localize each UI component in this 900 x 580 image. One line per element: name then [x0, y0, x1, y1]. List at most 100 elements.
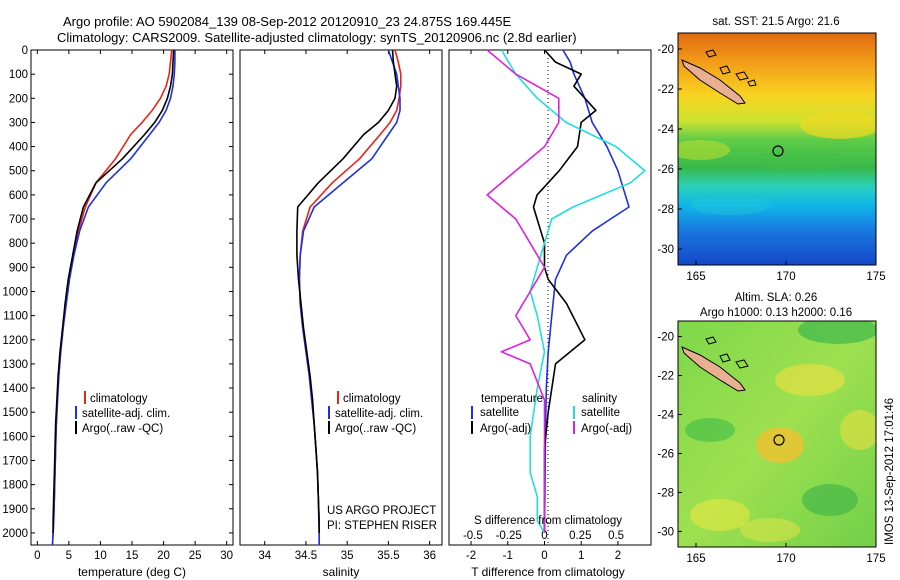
- salinity-xlabel: salinity: [323, 565, 360, 579]
- legend-satellite: satellite-adj. clim.: [335, 408, 423, 420]
- header-line1: Argo profile: AO 5902084_139 08-Sep-2012…: [63, 14, 511, 29]
- y-tick-label: 300: [9, 117, 28, 129]
- lon-tick-label: 165: [686, 553, 705, 565]
- temperature-x-ticks: 0 5 10 15 20 25 30: [34, 50, 233, 562]
- lat-tick-label: -26: [657, 164, 674, 176]
- salinity-x-ticks: 34 34.5 35 35.5 36: [258, 50, 436, 562]
- sla-map-subtitle: Argo h1000: 0.13 h2000: 0.16: [700, 307, 852, 319]
- x-tick-label: 35.5: [377, 550, 399, 562]
- x-tick-label: 30: [220, 550, 233, 562]
- y-tick-label: 600: [9, 190, 28, 202]
- s-tick-label: -0.25: [496, 530, 522, 542]
- x-tick-label: 0: [541, 550, 547, 562]
- y-tick-label: 400: [9, 142, 28, 154]
- sla-map-y-ticks: -20 -22 -24 -26 -28 -30: [657, 332, 682, 538]
- difference-xlabel-temperature: T difference from climatology: [471, 565, 625, 579]
- x-tick-label: 35: [341, 550, 354, 562]
- x-tick-label: 2: [615, 550, 621, 562]
- island-outline: [735, 71, 749, 81]
- argo-adj-temperature-line: [532, 49, 597, 533]
- lat-tick-label: -28: [657, 487, 674, 499]
- sla-map-x-ticks: 165 170 175: [686, 543, 886, 565]
- lon-tick-label: 165: [686, 271, 705, 283]
- legend-argo-adj-t: Argo(-adj): [480, 423, 531, 435]
- y-tick-label: 1500: [2, 407, 28, 419]
- sla-map-title: Altim. SLA: 0.26: [735, 292, 817, 304]
- sst-field-texture: [678, 111, 876, 215]
- lat-tick-label: -20: [657, 44, 674, 56]
- x-tick-label: 36: [423, 550, 436, 562]
- lat-tick-label: -28: [657, 204, 674, 216]
- s-tick-label: 0: [541, 530, 547, 542]
- difference-panel: -2 -1 0 1 2 -0.5 -0.25 0 0.25 0.5 temperature sat…: [448, 49, 652, 579]
- y-tick-label: 900: [9, 262, 28, 274]
- x-tick-label: 5: [66, 550, 72, 562]
- y-tick-label: 1900: [2, 504, 28, 516]
- difference-legend: temperature satellite Argo(-adj) salinit…: [471, 393, 632, 435]
- lon-tick-label: 170: [776, 271, 795, 283]
- lat-tick-label: -30: [657, 244, 674, 256]
- legend-satellite-t: satellite: [480, 407, 519, 419]
- lat-tick-label: -22: [657, 84, 674, 96]
- s-tick-label: 0.25: [569, 530, 591, 542]
- header-line2: Climatology: CARS2009. Satellite-adjuste…: [57, 30, 577, 45]
- x-tick-label: -2: [466, 550, 476, 562]
- y-tick-label: 1300: [2, 359, 28, 371]
- y-tick-label: 100: [9, 69, 28, 81]
- y-tick-label: 1700: [2, 455, 28, 467]
- project-line1: US ARGO PROJECT: [327, 505, 436, 517]
- x-tick-label: 0: [34, 550, 40, 562]
- x-tick-label: 34: [258, 550, 271, 562]
- lat-tick-label: -24: [657, 410, 674, 422]
- y-tick-label: 1800: [2, 480, 28, 492]
- legend-salinity: salinity: [582, 393, 617, 405]
- legend-climatology: climatology: [90, 393, 148, 405]
- temperature-legend: climatology satellite-adj. clim. Argo(..…: [75, 391, 170, 435]
- x-tick-label: 1: [578, 550, 584, 562]
- y-tick-label: 1400: [2, 383, 28, 395]
- sst-map-title: sat. SST: 21.5 Argo: 21.6: [712, 16, 839, 28]
- argo-position-marker: [772, 145, 784, 157]
- y-tick-label: 700: [9, 214, 28, 226]
- credit-timestamp: IMOS 13-Sep-2012 17:01:46: [884, 398, 896, 545]
- legend-climatology: climatology: [343, 393, 401, 405]
- x-tick-label: -1: [503, 550, 513, 562]
- island-outline: [719, 65, 731, 75]
- argo-raw-qc-temperature-line: [52, 49, 175, 533]
- temperature-panel: 0100200300400500600700800900100011001200…: [2, 45, 651, 579]
- legend-satellite-s: satellite: [581, 407, 620, 419]
- argo-position-marker: [773, 434, 785, 446]
- legend-temperature: temperature: [481, 393, 543, 405]
- sst-map-y-ticks: -20 -22 -24 -26 -28 -30: [657, 44, 682, 256]
- x-tick-label: 25: [189, 550, 202, 562]
- y-tick-label: 0: [22, 45, 28, 57]
- lat-tick-label: -22: [657, 371, 674, 383]
- y-tick-label: 1100: [3, 311, 28, 323]
- sla-map-frame: [677, 320, 877, 548]
- s-tick-label: 0.5: [608, 530, 624, 542]
- sla-land: [681, 336, 749, 392]
- temperature-xlabel: temperature (deg C): [78, 565, 186, 579]
- s-tick-label: -0.5: [463, 530, 483, 542]
- lat-tick-label: -20: [657, 332, 674, 344]
- lat-tick-label: -30: [657, 526, 674, 538]
- difference-axes-frame: [448, 49, 652, 546]
- salinity-axes-frame: [239, 49, 443, 546]
- x-tick-label: 34.5: [295, 550, 317, 562]
- y-tick-label: 800: [9, 238, 28, 250]
- y-tick-label: 1600: [2, 431, 28, 443]
- lon-tick-label: 170: [776, 553, 795, 565]
- sla-field-texture: [685, 321, 876, 542]
- x-tick-label: 15: [126, 550, 139, 562]
- salinity-legend: climatology satellite-adj. clim. Argo(..…: [328, 391, 423, 435]
- difference-series: [486, 49, 646, 534]
- y-tick-label: 2000: [2, 528, 28, 540]
- lon-tick-label: 175: [866, 553, 885, 565]
- legend-argo-adj-s: Argo(-adj): [581, 423, 632, 435]
- island-outline: [719, 353, 731, 363]
- x-tick-label: 10: [94, 550, 107, 562]
- y-tick-label: 1000: [2, 286, 28, 298]
- x-tick-label: 20: [157, 550, 170, 562]
- temperature-series: [51, 49, 176, 546]
